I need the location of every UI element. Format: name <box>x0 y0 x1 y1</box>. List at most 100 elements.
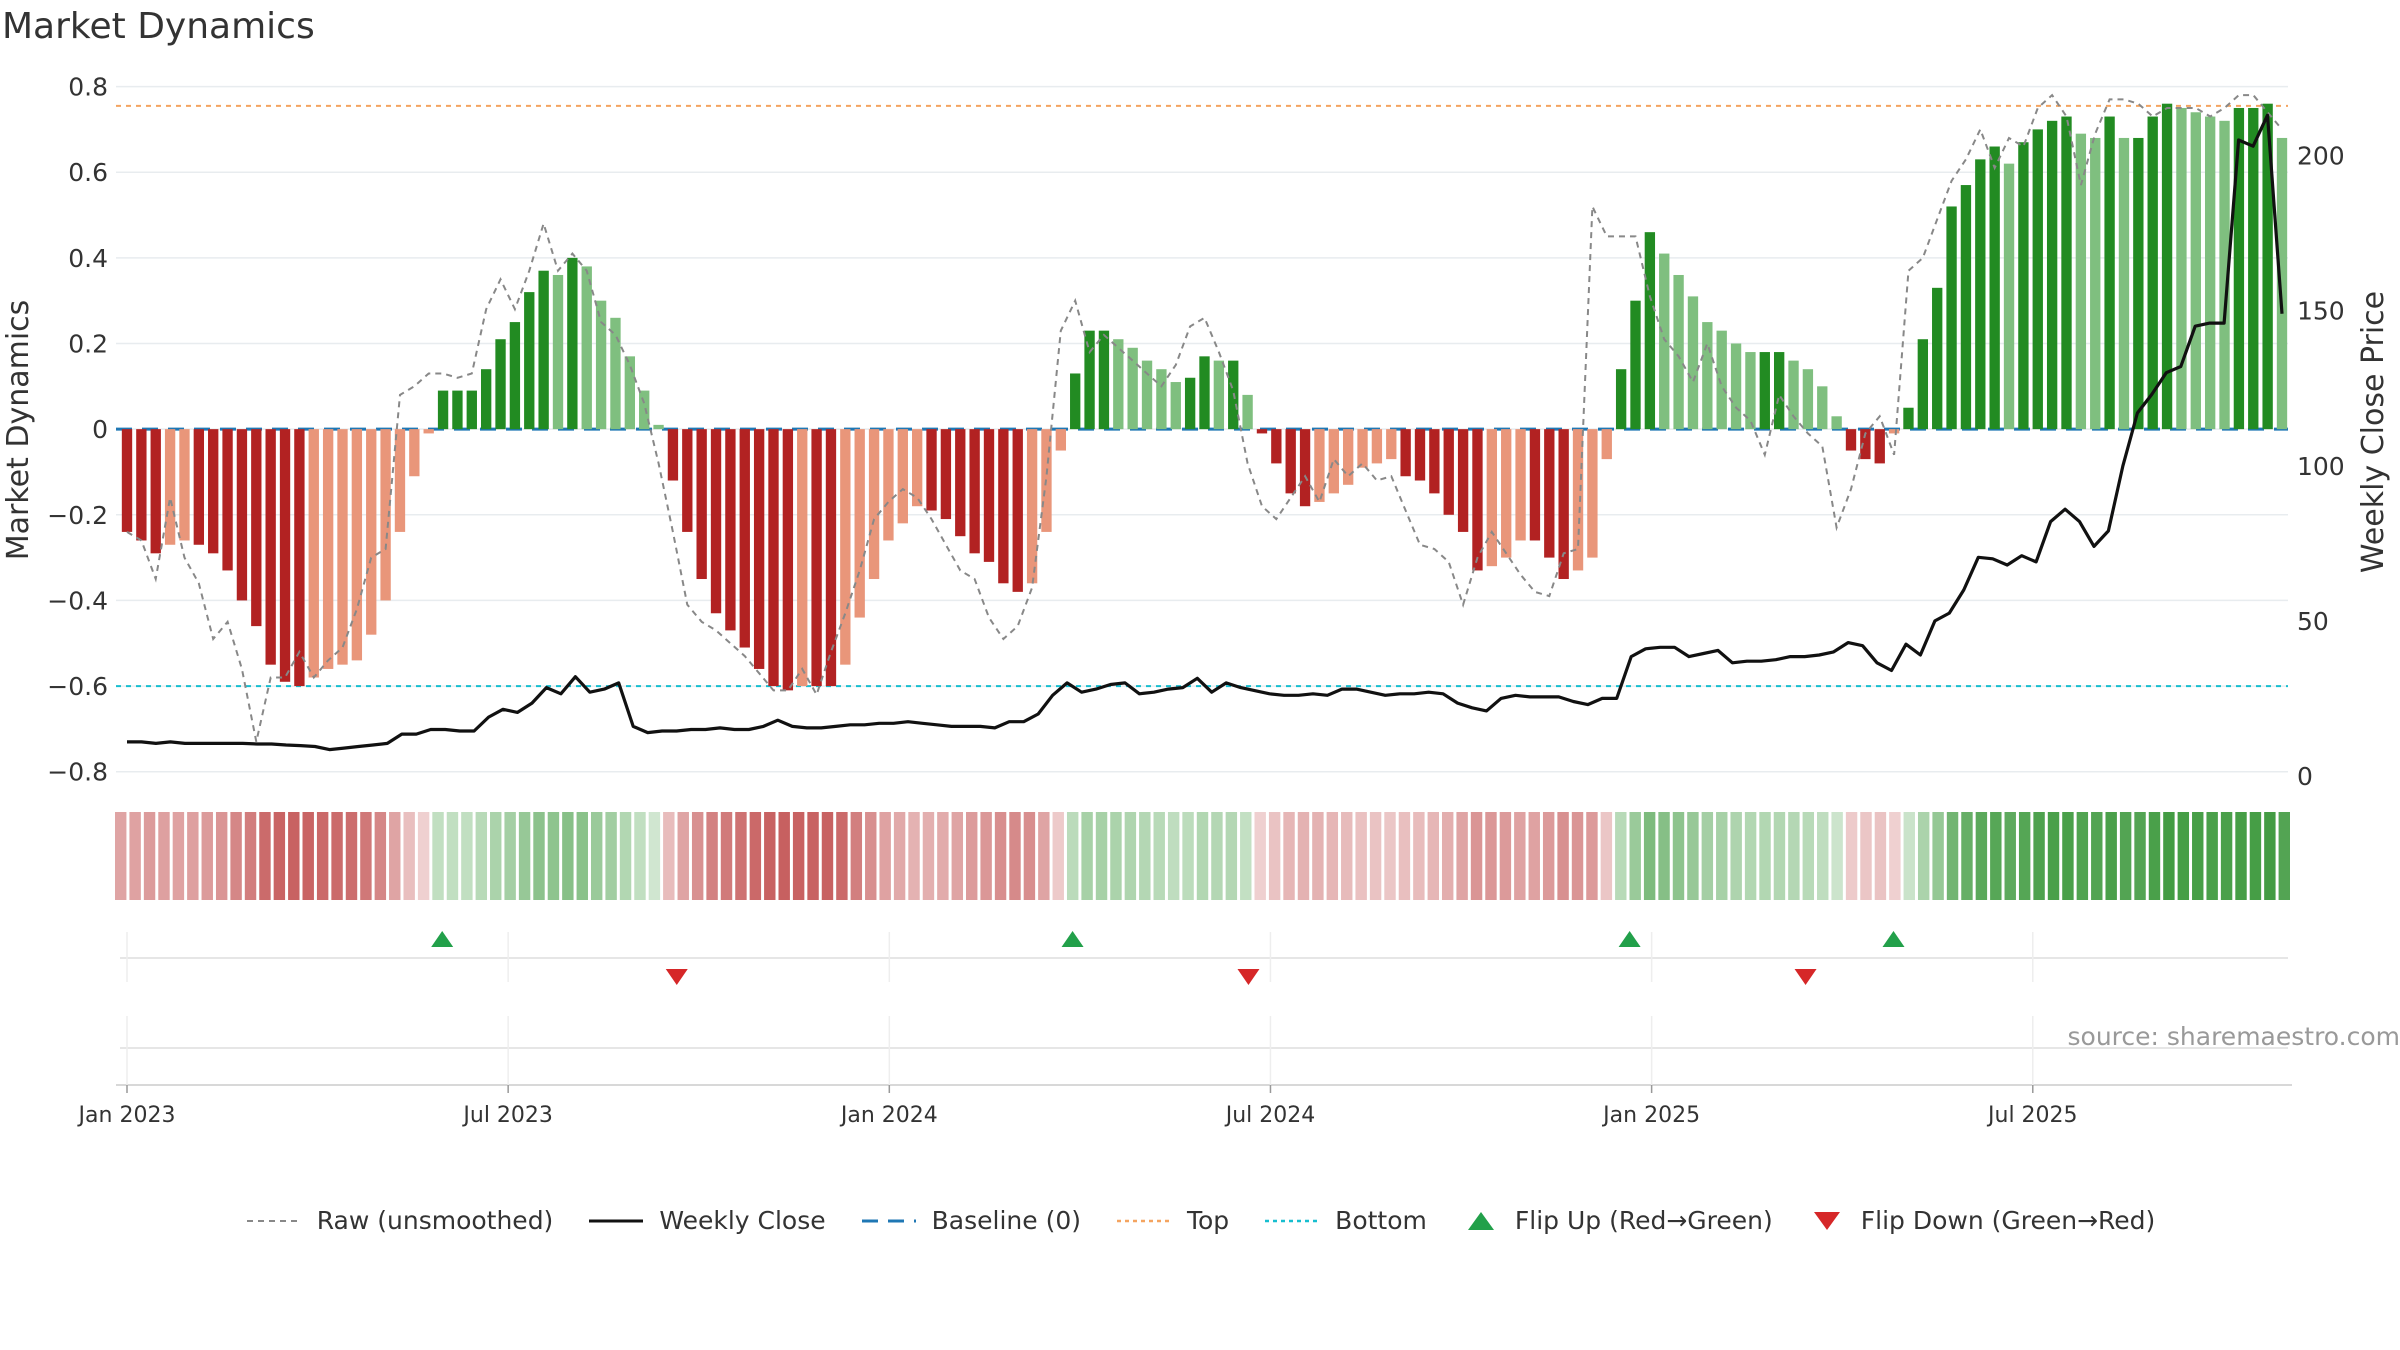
bar <box>955 429 966 537</box>
heat-cell <box>1095 812 1108 900</box>
heat-cell <box>908 812 920 900</box>
heat-cell <box>1542 812 1555 900</box>
bar <box>1299 429 1311 507</box>
bar <box>1975 159 1986 430</box>
heat-cell <box>1643 812 1656 900</box>
y-right-tick-label: 100 <box>2297 452 2345 481</box>
bar <box>1788 360 1799 430</box>
bar <box>1673 274 1684 430</box>
bar <box>251 429 262 627</box>
heat-cell <box>533 812 545 900</box>
heat-cell <box>764 812 776 900</box>
heat-cell <box>1124 812 1137 900</box>
heat-cell <box>331 812 343 900</box>
heat-cell <box>2148 812 2161 900</box>
x-tick-label: Jan 2024 <box>839 1103 938 1128</box>
heat-cell <box>215 812 228 900</box>
heat-cell <box>706 812 718 900</box>
heat-cell <box>1961 812 1973 900</box>
legend-label-top: Top <box>1186 1206 1230 1235</box>
heat-cell <box>922 812 935 900</box>
heat-cell <box>879 812 891 900</box>
heat-cell <box>1528 812 1540 900</box>
axes: 0.8 0.6 0.4 0.2 0 −0.2 −0.4 −0.6 −0.8 200 150 100 50… <box>47 73 2344 1128</box>
bar <box>1141 360 1153 430</box>
heat-cell <box>2134 812 2146 900</box>
bar <box>2219 120 2230 430</box>
legend-item-raw: Raw (unsmoothed) <box>245 1206 553 1235</box>
heat-cell <box>316 812 329 900</box>
flip-down-marker <box>665 969 688 985</box>
bar <box>983 429 995 562</box>
bar <box>452 390 463 430</box>
heat-cell <box>1225 812 1238 900</box>
heat-cell <box>2091 812 2103 900</box>
heat-cell <box>590 812 603 900</box>
heat-cell <box>158 812 170 900</box>
legend-label-flip-down: Flip Down (Green→Red) <box>1860 1206 2156 1235</box>
heat-cell <box>1456 812 1468 900</box>
heat-cell <box>1081 812 1093 900</box>
bar <box>581 266 592 430</box>
legend-label-flip-up: Flip Up (Red→Green) <box>1514 1206 1773 1235</box>
bar <box>840 429 851 665</box>
heat-cell <box>691 812 704 900</box>
heat-cell <box>1470 812 1483 900</box>
heat-cell <box>115 812 127 900</box>
heat-cell <box>1860 812 1872 900</box>
bar <box>409 429 420 477</box>
heat-cell <box>1240 812 1252 900</box>
bar <box>294 429 305 687</box>
heat-cell <box>2018 812 2031 900</box>
bar <box>2161 103 2173 430</box>
bar <box>1946 206 1957 430</box>
heat-cell <box>1615 812 1627 900</box>
bar <box>1170 382 1181 430</box>
heat-cell <box>1441 812 1454 900</box>
heat-cell <box>1341 812 1353 900</box>
heat-cell <box>374 812 387 900</box>
bar <box>164 429 176 545</box>
heat-cell <box>994 812 1007 900</box>
heat-cell <box>1369 812 1382 900</box>
bar <box>121 429 133 532</box>
bar <box>1529 429 1541 541</box>
bar <box>1845 429 1857 451</box>
legend-item-flip-up: Flip Up (Red→Green) <box>1461 1206 1773 1235</box>
flip-down-marker <box>1794 969 1817 985</box>
bar <box>782 429 794 691</box>
bar <box>538 270 549 430</box>
heat-cell <box>2249 812 2262 900</box>
bar <box>2104 116 2115 430</box>
heat-cell <box>1889 812 1901 900</box>
bar <box>2003 163 2015 430</box>
heat-cell <box>2062 812 2074 900</box>
y-left-tick-label: −0.8 <box>47 758 108 787</box>
bar <box>1285 429 1296 494</box>
heat-cell <box>980 812 992 900</box>
heat-cell <box>2047 812 2060 900</box>
bar <box>1831 416 1842 430</box>
bar <box>1199 356 1210 430</box>
bar <box>1515 429 1526 541</box>
bar <box>1113 339 1124 430</box>
bar <box>1501 429 1512 558</box>
bar <box>423 429 434 434</box>
raw-series-line <box>126 93 2283 742</box>
bar <box>1888 429 1900 434</box>
heat-cell <box>2264 812 2276 900</box>
heat-cell <box>1788 812 1800 900</box>
heat-cell <box>1297 812 1310 900</box>
bar <box>236 429 248 601</box>
bar <box>725 429 736 631</box>
y-left-tick-label: 0.2 <box>68 329 108 358</box>
bar <box>1874 429 1885 464</box>
bar <box>1932 287 1943 430</box>
bar <box>351 429 363 661</box>
heat-cell <box>807 812 819 900</box>
x-tick-label: Jan 2023 <box>77 1103 176 1128</box>
bar <box>1084 330 1095 430</box>
bar <box>739 429 750 648</box>
bar <box>2248 107 2259 430</box>
heat-cell <box>547 812 560 900</box>
